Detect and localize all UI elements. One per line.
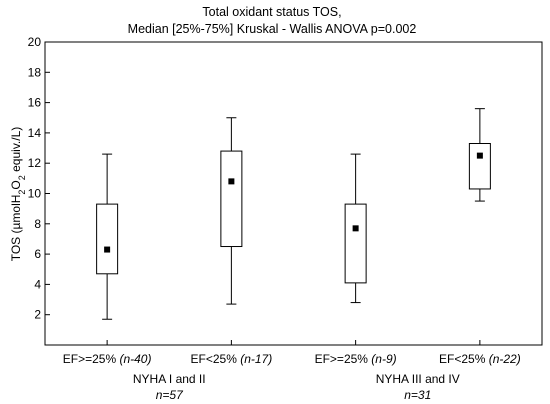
box-0 bbox=[96, 153, 119, 320]
y-tick-label-4: 10 bbox=[28, 187, 42, 201]
y-axis-label: TOS (µmolH2O2 equiv./L) bbox=[9, 127, 27, 262]
group-n-1: n=31 bbox=[404, 388, 431, 402]
y-tick-label-1: 4 bbox=[34, 277, 41, 291]
y-tick-label-8: 18 bbox=[28, 65, 42, 79]
y-tick-label-5: 12 bbox=[28, 156, 42, 170]
box-1 bbox=[220, 117, 243, 305]
chart-subtitle: Median [25%-75%] Kruskal - Wallis ANOVA … bbox=[128, 22, 417, 36]
iqr-box-1 bbox=[220, 150, 243, 248]
y-tick-label-3: 8 bbox=[34, 217, 41, 231]
iqr-box-0 bbox=[96, 203, 119, 275]
box-2 bbox=[344, 153, 367, 304]
y-axis: 2 4 6 8 10 12 14 16 18 20 bbox=[28, 35, 50, 322]
group-n-0: n=57 bbox=[156, 388, 184, 402]
x-tick-label-0: EF>=25% (n-40) bbox=[63, 352, 152, 366]
plot-area bbox=[44, 41, 543, 346]
y-tick-label-9: 20 bbox=[28, 35, 42, 49]
x-tick-label-3: EF<25% (n-22) bbox=[439, 352, 521, 366]
median-marker-0 bbox=[104, 246, 111, 253]
iqr-box-2 bbox=[344, 203, 367, 284]
y-tick-label-6: 14 bbox=[28, 126, 42, 140]
median-marker-3 bbox=[476, 152, 483, 159]
group-label-1: NYHA III and IV bbox=[376, 372, 460, 386]
median-marker-1 bbox=[228, 178, 235, 185]
y-tick-label-2: 6 bbox=[34, 247, 41, 261]
x-tick-label-1: EF<25% (n-17) bbox=[191, 352, 273, 366]
iqr-box-3 bbox=[468, 143, 491, 190]
y-tick-label-7: 16 bbox=[28, 96, 42, 110]
y-tick-label-0: 2 bbox=[34, 308, 41, 322]
box-3 bbox=[468, 108, 491, 202]
chart-title: Total oxidant status TOS, bbox=[202, 5, 341, 19]
x-tick-label-2: EF>=25% (n-9) bbox=[315, 352, 397, 366]
x-axis: EF>=25% (n-40) EF<25% (n-17) EF>=25% (n-9)… bbox=[63, 340, 521, 402]
boxes bbox=[96, 108, 491, 320]
group-label-0: NYHA I and II bbox=[133, 372, 206, 386]
median-marker-2 bbox=[352, 225, 359, 232]
